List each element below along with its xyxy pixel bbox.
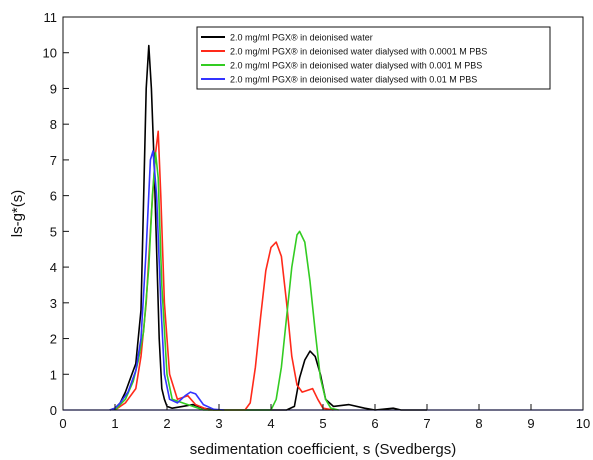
- legend-label: 2.0 mg/ml PGX® in deionised water dialys…: [230, 47, 487, 57]
- y-tick-label: 11: [44, 10, 58, 25]
- series-line-1: [109, 44, 427, 411]
- series-line-4: [109, 150, 225, 411]
- x-tick-label: 9: [527, 416, 534, 431]
- x-tick-label: 1: [111, 416, 118, 431]
- legend-label: 2.0 mg/ml PGX® in deionised water dialys…: [230, 61, 482, 71]
- y-tick-label: 7: [50, 153, 57, 168]
- y-tick-label: 6: [50, 189, 57, 204]
- legend: 2.0 mg/ml PGX® in deionised water 2.0 mg/…: [196, 26, 551, 90]
- y-tick-label: 9: [50, 81, 57, 96]
- x-axis-title: sedimentation coefficient, s (Svedbergs): [190, 441, 457, 458]
- y-tick-label: 1: [50, 367, 57, 382]
- x-tick-label: 8: [475, 416, 482, 431]
- y-tick-label: 10: [43, 46, 57, 61]
- ticks-layer: 0 1 2 3 4 5 6 7 8 9 10 0 1 2 3 4 5 6 7 8 9 10 11: [43, 10, 591, 431]
- x-tick-label: 7: [423, 416, 430, 431]
- x-tick-label: 10: [576, 416, 590, 431]
- x-tick-label: 6: [371, 416, 378, 431]
- y-tick-label: 5: [50, 224, 57, 239]
- x-tick-label: 2: [163, 416, 170, 431]
- x-tick-label: 4: [267, 416, 274, 431]
- x-tick-label: 5: [319, 416, 326, 431]
- y-tick-label: 3: [50, 296, 57, 311]
- legend-box: [196, 26, 551, 90]
- y-tick-label: 2: [50, 332, 57, 347]
- legend-label: 2.0 mg/ml PGX® in deionised water dialys…: [230, 75, 477, 85]
- y-tick-label: 0: [50, 403, 57, 418]
- x-tick-label: 3: [215, 416, 222, 431]
- y-tick-label: 8: [50, 117, 57, 132]
- x-tick-label: 0: [59, 416, 66, 431]
- y-axis-title: ls-g*(s): [9, 190, 26, 238]
- legend-label: 2.0 mg/ml PGX® in deionised water: [230, 33, 373, 43]
- y-tick-label: 4: [50, 260, 57, 275]
